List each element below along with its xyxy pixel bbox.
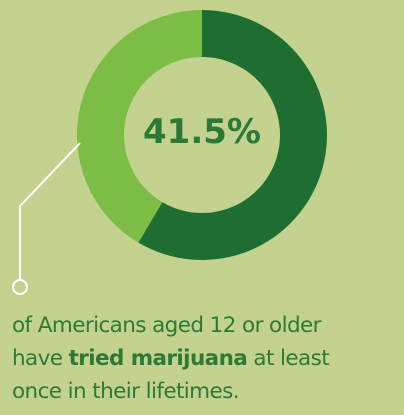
callout-dot [12,279,28,295]
donut-slices [76,10,327,261]
donut-slice-remainder [138,10,327,261]
caption-line-2-start: have [12,346,69,371]
callout-leader-line [19,142,81,280]
caption-line-3: once in their lifetimes. [12,379,240,404]
caption-line-1: of Americans aged 12 or older [12,313,322,338]
donut-slice-tried [76,10,202,243]
caption-emphasis: tried marijuana [68,346,248,371]
caption-line-2: have tried marijuana at least [12,342,404,375]
caption-line-2-end: at least [247,346,330,371]
caption-text: of Americans aged 12 or older have tried… [12,309,404,408]
center-percentage-label: 41.5% [143,112,261,152]
